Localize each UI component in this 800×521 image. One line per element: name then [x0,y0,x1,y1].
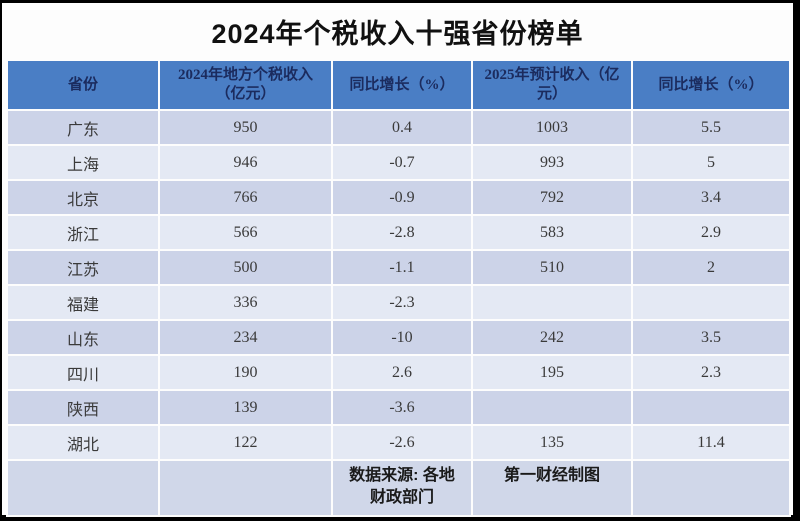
cell-yoy-2024: -0.7 [333,146,471,179]
cell-income-2025: 135 [473,426,631,459]
table-header: 省份 2024年地方个税收入（亿元） 同比增长（%） 2025年预计收入（亿元）… [8,61,789,109]
cell-yoy-2025 [633,391,789,424]
page-title: 2024年个税收入十强省份榜单 [211,18,584,49]
cell-income-2024: 122 [160,426,331,459]
cell-yoy-2025: 5.5 [633,111,789,144]
cell-yoy-2025: 2.9 [633,216,789,249]
table-body: 广东 950 0.4 1003 5.5 上海 946 -0.7 993 5 北京… [8,111,789,515]
cell-yoy-2025: 2.3 [633,356,789,389]
table-row: 山东 234 -10 242 3.5 [8,321,789,354]
table-row: 江苏 500 -1.1 510 2 [8,251,789,284]
cell-income-2025: 583 [473,216,631,249]
table-row: 四川 190 2.6 195 2.3 [8,356,789,389]
cell-yoy-2024: -2.8 [333,216,471,249]
cell-income-2025 [473,286,631,319]
cell-province: 四川 [8,356,158,389]
footer-empty-cell [8,461,158,515]
cell-yoy-2025: 5 [633,146,789,179]
cell-income-2025: 1003 [473,111,631,144]
source-row: 数据来源: 各地财政部门 第一财经制图 [8,461,789,515]
cell-income-2024: 336 [160,286,331,319]
content-area: 2024年个税收入十强省份榜单 省份 2024年地方个税收入（亿元） 同比增长（… [2,3,793,517]
cell-province: 广东 [8,111,158,144]
cell-yoy-2025: 3.4 [633,181,789,214]
cell-income-2025 [473,391,631,424]
cell-income-2025: 792 [473,181,631,214]
cell-income-2025: 993 [473,146,631,179]
chart-credit-note: 第一财经制图 [473,461,631,515]
tax-ranking-table: 省份 2024年地方个税收入（亿元） 同比增长（%） 2025年预计收入（亿元）… [6,59,791,517]
cell-yoy-2024: 0.4 [333,111,471,144]
footer-empty-cell [160,461,331,515]
col-header-province: 省份 [8,61,158,109]
cell-yoy-2024: 2.6 [333,356,471,389]
cell-province: 山东 [8,321,158,354]
table-row: 湖北 122 -2.6 135 11.4 [8,426,789,459]
cell-province: 福建 [8,286,158,319]
table-row: 福建 336 -2.3 [8,286,789,319]
table-row: 上海 946 -0.7 993 5 [8,146,789,179]
cell-income-2025: 242 [473,321,631,354]
cell-yoy-2024: -3.6 [333,391,471,424]
cell-income-2024: 500 [160,251,331,284]
table-row: 陕西 139 -3.6 [8,391,789,424]
cell-yoy-2024: -10 [333,321,471,354]
table-row: 广东 950 0.4 1003 5.5 [8,111,789,144]
cell-income-2024: 234 [160,321,331,354]
cell-income-2024: 946 [160,146,331,179]
cell-province: 浙江 [8,216,158,249]
cell-province: 北京 [8,181,158,214]
cell-income-2024: 139 [160,391,331,424]
cell-income-2024: 566 [160,216,331,249]
cell-yoy-2024: -1.1 [333,251,471,284]
cell-yoy-2024: -0.9 [333,181,471,214]
cell-income-2024: 950 [160,111,331,144]
cell-province: 陕西 [8,391,158,424]
cell-income-2024: 190 [160,356,331,389]
table-row: 浙江 566 -2.8 583 2.9 [8,216,789,249]
cell-income-2025: 510 [473,251,631,284]
cell-yoy-2025: 11.4 [633,426,789,459]
footer-empty-cell [633,461,789,515]
col-header-income-2025: 2025年预计收入（亿元） [473,61,631,109]
header-row: 省份 2024年地方个税收入（亿元） 同比增长（%） 2025年预计收入（亿元）… [8,61,789,109]
cell-yoy-2024: -2.3 [333,286,471,319]
cell-yoy-2025 [633,286,789,319]
table-row: 北京 766 -0.9 792 3.4 [8,181,789,214]
cell-province: 湖北 [8,426,158,459]
cell-province: 上海 [8,146,158,179]
cell-income-2025: 195 [473,356,631,389]
cell-yoy-2024: -2.6 [333,426,471,459]
cell-yoy-2025: 3.5 [633,321,789,354]
cell-province: 江苏 [8,251,158,284]
data-source-note: 数据来源: 各地财政部门 [333,461,471,515]
cell-yoy-2025: 2 [633,251,789,284]
col-header-yoy-2025: 同比增长（%） [633,61,789,109]
cell-income-2024: 766 [160,181,331,214]
col-header-income-2024: 2024年地方个税收入（亿元） [160,61,331,109]
col-header-yoy-2024: 同比增长（%） [333,61,471,109]
